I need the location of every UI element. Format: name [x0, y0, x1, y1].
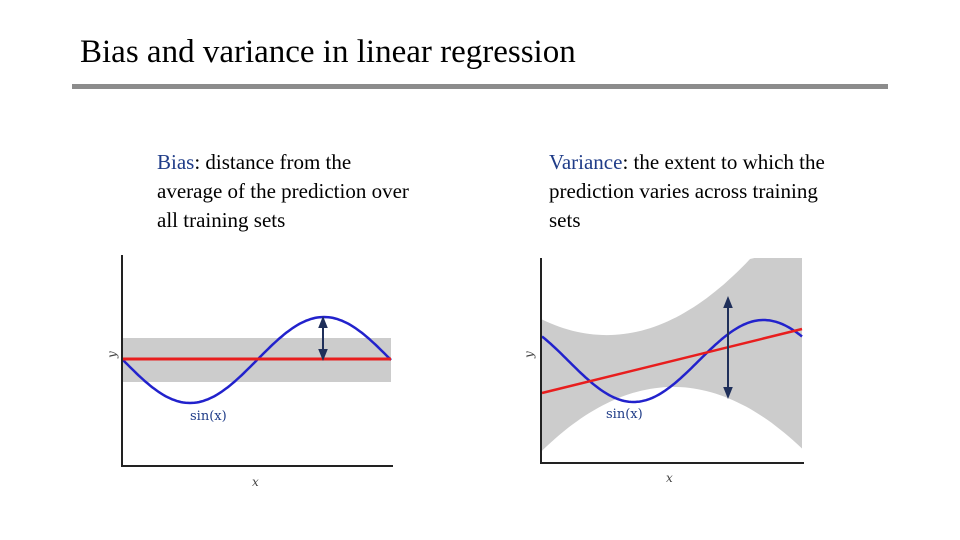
slide-title: Bias and variance in linear regression [80, 34, 576, 70]
bias-definition: : distance from the average of the predi… [157, 150, 409, 232]
bias-sin-label: sin(x) [190, 409, 227, 424]
variance-definition: : the extent to which the prediction var… [549, 150, 825, 232]
bias-term: Bias [157, 150, 195, 174]
variance-x-axis-label: x [666, 471, 673, 485]
variance-description: Variance: the extent to which the predic… [549, 148, 839, 235]
bias-x-axis-label: x [252, 475, 259, 489]
bias-diagram: y x sin(x) [105, 255, 393, 489]
variance-diagram: y x sin(x) [522, 258, 804, 485]
title-divider [72, 84, 888, 89]
variance-sin-label: sin(x) [606, 407, 643, 422]
variance-prediction-line [541, 327, 803, 395]
variance-term: Variance [549, 150, 623, 174]
variance-true-function-curve [541, 318, 803, 404]
variance-uncertainty-band [542, 258, 802, 451]
variance-y-axis-label: y [522, 351, 536, 359]
bias-y-axis-label: y [105, 351, 119, 359]
bias-description: Bias: distance from the average of the p… [157, 148, 417, 235]
